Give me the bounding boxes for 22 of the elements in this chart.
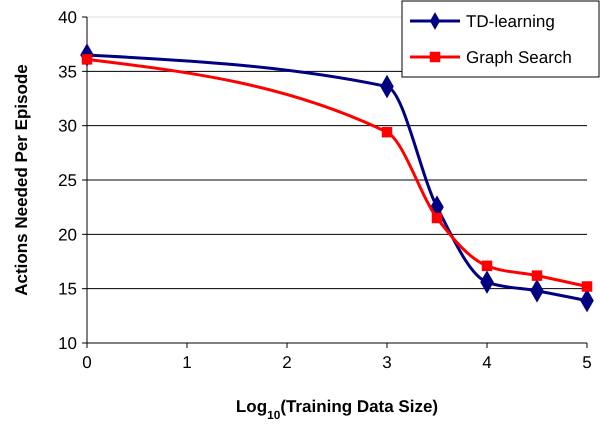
legend-label: TD-learning bbox=[466, 12, 555, 31]
y-tick-label: 10 bbox=[58, 334, 77, 353]
x-tick-label: 1 bbox=[182, 353, 192, 372]
point bbox=[382, 126, 392, 138]
x-tick-label: 5 bbox=[582, 353, 592, 372]
x-axis-title: Log$_{10}$(Training Data Size) bbox=[236, 397, 438, 422]
point bbox=[532, 270, 542, 281]
y-tick-label: 35 bbox=[58, 62, 77, 82]
point bbox=[582, 281, 592, 292]
x-tick-label: 0 bbox=[82, 353, 92, 372]
x-tick-label: 4 bbox=[482, 353, 492, 372]
point bbox=[482, 260, 492, 272]
x-tick-label: 3 bbox=[382, 353, 392, 372]
legend-label: Graph Search bbox=[466, 48, 572, 67]
y-tick-label: 40 bbox=[58, 8, 77, 27]
y-tick-label: 30 bbox=[58, 116, 77, 136]
y-axis-title: Actions Needed Per Episode bbox=[12, 64, 31, 296]
y-tick-label: 15 bbox=[58, 280, 77, 299]
y-tick-label: 25 bbox=[58, 170, 77, 190]
y-tick-label: 20 bbox=[58, 225, 77, 244]
x-tick-label: 2 bbox=[282, 353, 292, 372]
point bbox=[432, 212, 442, 224]
